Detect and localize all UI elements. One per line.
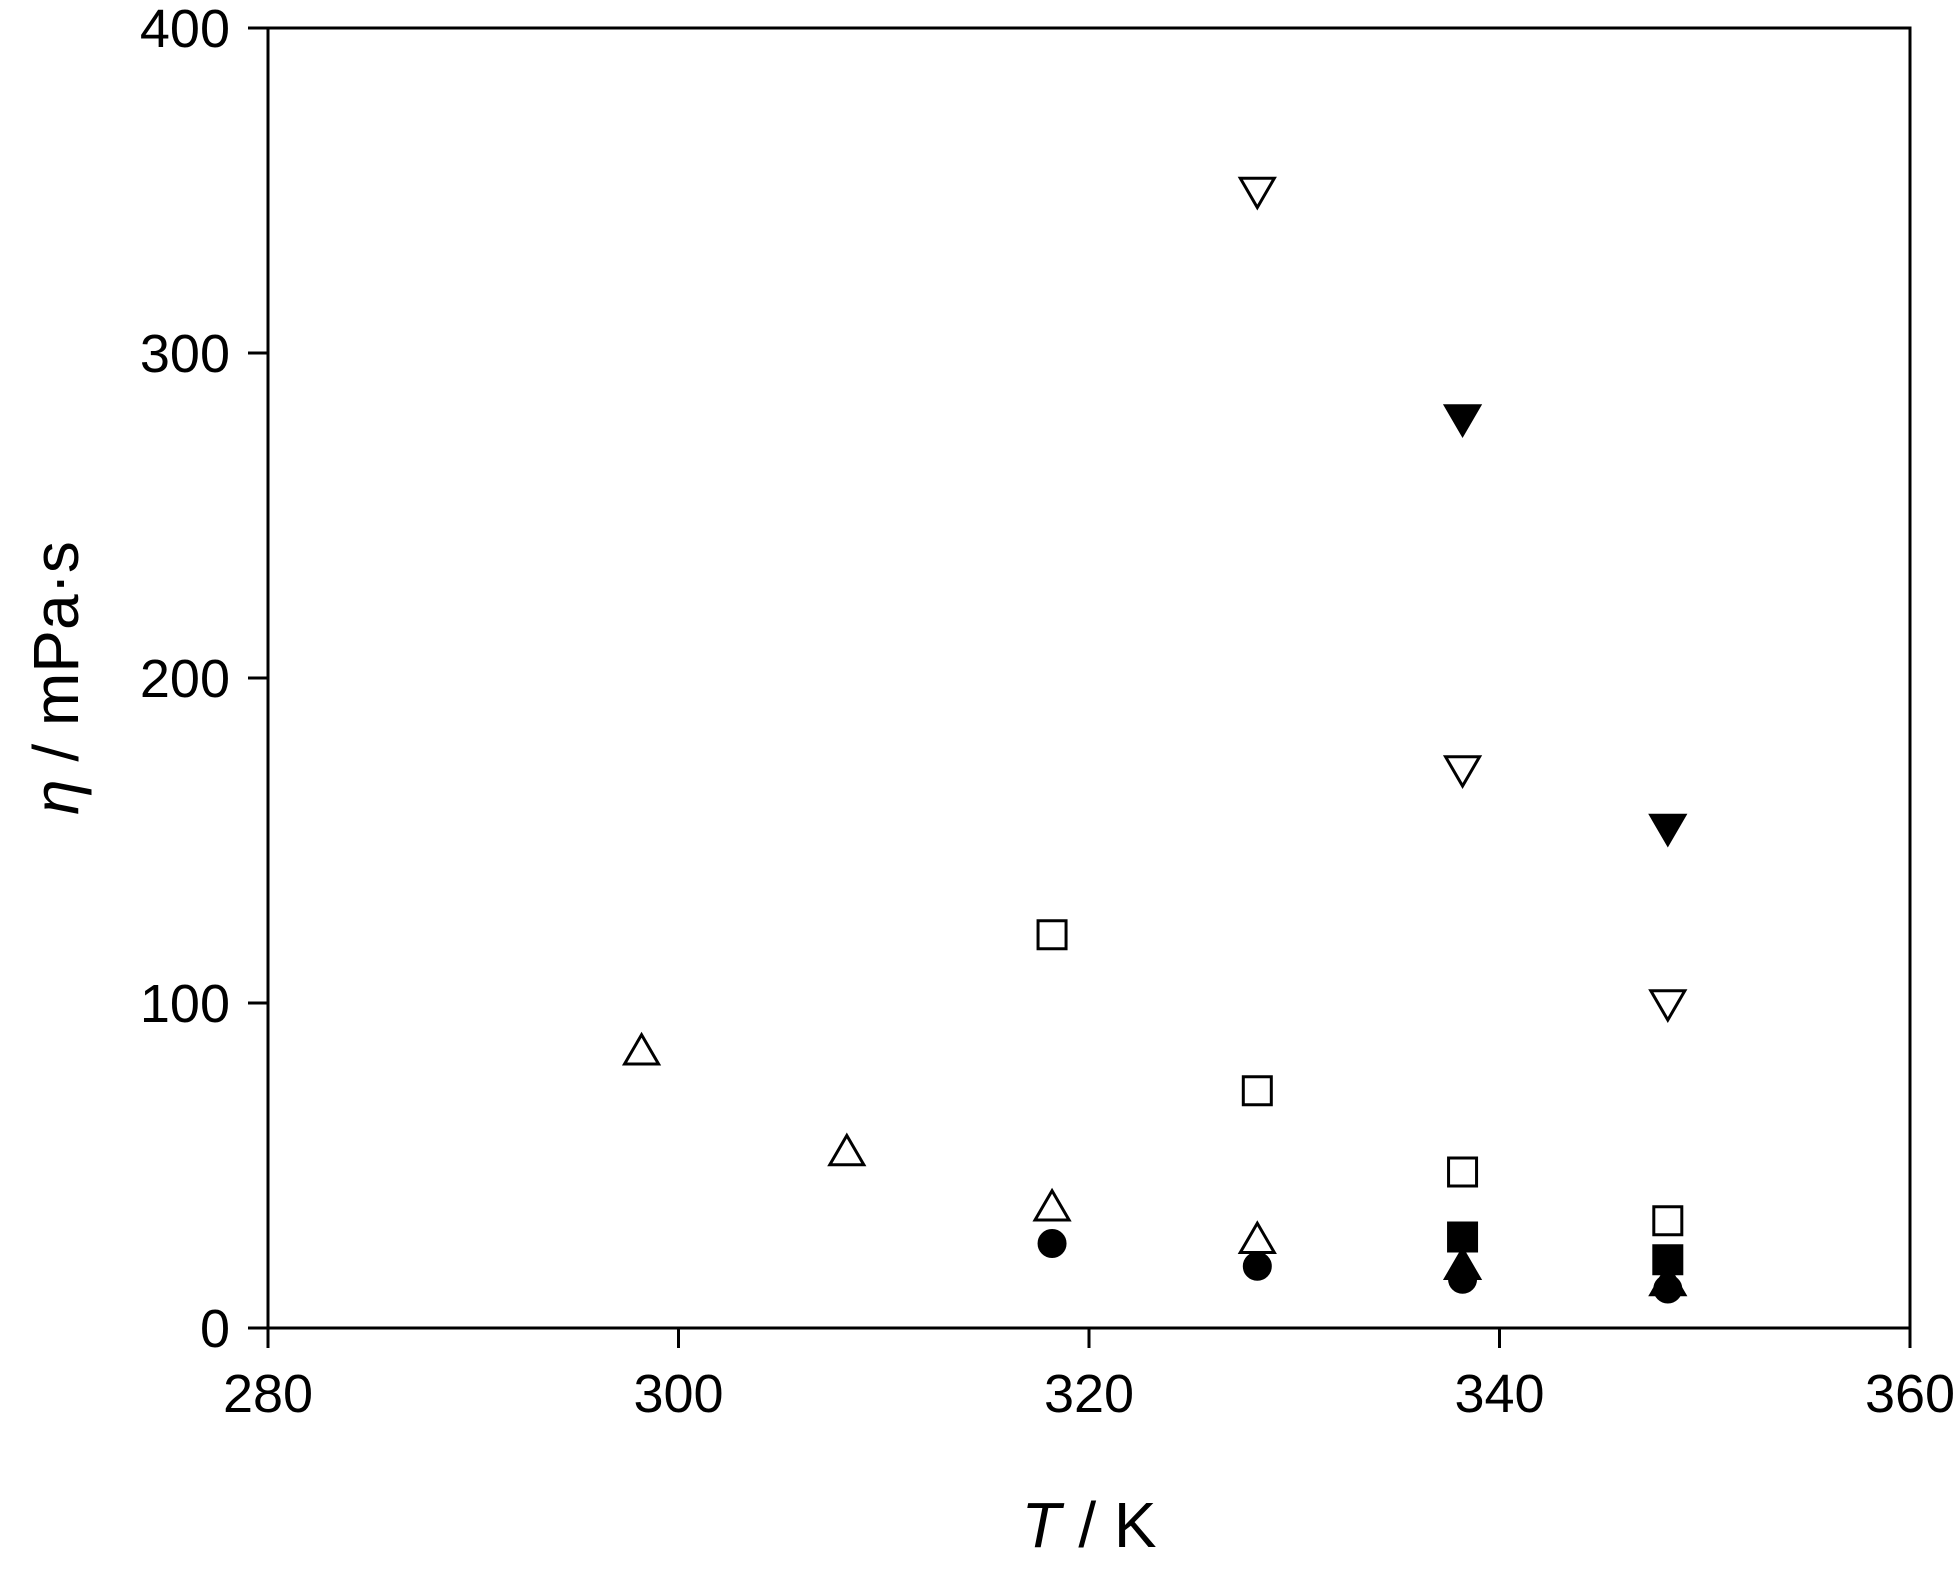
y-axis-ticks: 0 100 200 300 400 (140, 0, 268, 1359)
x-tick-label: 360 (1865, 1364, 1955, 1424)
data-point (1648, 989, 1688, 1023)
data-points (621, 176, 1688, 1304)
x-tick-label: 320 (1044, 1364, 1134, 1424)
data-point (1653, 1274, 1683, 1304)
y-axis-unit: / mPa·s (20, 541, 92, 779)
data-point (1447, 1156, 1479, 1188)
data-point (621, 1031, 662, 1066)
x-axis-unit: / K (1061, 1489, 1157, 1561)
data-point (1242, 1251, 1272, 1281)
data-point (1241, 1075, 1273, 1107)
data-point (1237, 1220, 1277, 1254)
x-axis-ticks: 280 300 320 340 360 (223, 1328, 1955, 1424)
data-point (1442, 755, 1483, 789)
y-tick-label: 200 (140, 649, 230, 709)
x-tick-label: 340 (1454, 1364, 1544, 1424)
data-point (1442, 404, 1483, 438)
x-tick-label: 280 (223, 1364, 313, 1424)
y-axis-title: η / mPa·s (20, 541, 92, 815)
data-point (1036, 919, 1068, 951)
data-point (1448, 1264, 1478, 1294)
data-point (827, 1132, 867, 1167)
y-axis-symbol: η (20, 779, 92, 815)
x-axis-title: T / K (1021, 1489, 1156, 1561)
x-axis-symbol: T (1021, 1489, 1064, 1561)
data-point (1652, 1205, 1684, 1237)
data-point (1037, 1229, 1067, 1258)
y-tick-label: 0 (200, 1299, 230, 1359)
y-tick-label: 100 (140, 974, 230, 1034)
data-point (1237, 176, 1277, 211)
data-point (1648, 813, 1688, 848)
x-tick-label: 300 (633, 1364, 723, 1424)
plot-frame (266, 26, 1912, 1330)
y-tick-label: 300 (140, 324, 230, 384)
data-point (1032, 1187, 1072, 1222)
y-tick-label: 400 (140, 0, 230, 59)
